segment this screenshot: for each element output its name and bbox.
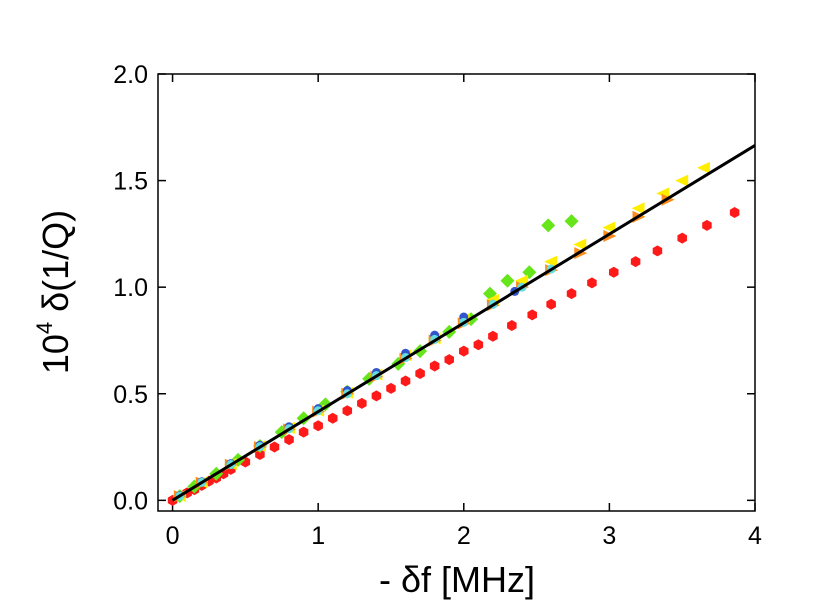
data-point <box>587 277 597 289</box>
data-point <box>488 330 498 342</box>
x-axis-ticks: 0 1 2 3 4 <box>166 74 762 550</box>
data-point <box>522 265 537 280</box>
fit-line <box>171 144 756 502</box>
data-point <box>284 434 294 446</box>
data-point <box>608 266 619 278</box>
x-tick-label: 4 <box>748 522 762 550</box>
data-point <box>631 202 645 215</box>
data-point <box>429 360 440 372</box>
data-point <box>564 214 579 229</box>
data-point <box>342 405 353 417</box>
x-axis-label: - δf [MHz] <box>379 559 535 600</box>
y-axis-ticks: 0.0 0.5 1.0 1.5 2.0 <box>113 61 755 515</box>
x-tick-label: 3 <box>602 522 616 550</box>
data-point <box>357 397 367 409</box>
data-point <box>386 382 396 394</box>
data-point <box>702 219 712 231</box>
data-point <box>415 368 425 380</box>
data-point <box>473 339 484 351</box>
data-point <box>630 256 641 268</box>
data-point <box>371 390 382 402</box>
data-point <box>444 354 454 366</box>
data-point <box>729 207 740 219</box>
x-tick-label: 2 <box>457 522 471 550</box>
data-point <box>500 273 515 288</box>
data-point <box>546 298 556 310</box>
y-tick-label: 0.5 <box>113 381 148 409</box>
y-tick-label: 2.0 <box>113 61 148 89</box>
x-tick-label: 1 <box>311 522 325 550</box>
data-point <box>298 426 309 438</box>
data-point <box>573 238 587 251</box>
x-tick-label: 0 <box>166 522 180 550</box>
y-tick-label: 1.0 <box>113 274 148 302</box>
data-point <box>652 245 663 257</box>
data-point <box>459 345 469 357</box>
plot-area <box>157 73 756 512</box>
data-point <box>541 218 556 233</box>
data-point <box>677 232 687 244</box>
y-axis-label: 104 δ(1/Q) <box>32 210 76 374</box>
data-point <box>697 161 711 174</box>
data-point <box>400 375 411 387</box>
data-point <box>602 221 616 234</box>
data-point <box>507 320 517 332</box>
data-point <box>269 441 280 453</box>
data-point <box>603 230 617 243</box>
data-point <box>675 174 689 187</box>
y-tick-label: 1.5 <box>113 168 148 196</box>
data-point <box>255 449 265 461</box>
data-point <box>566 288 577 300</box>
data-point <box>313 420 323 432</box>
data-point <box>327 412 338 424</box>
y-tick-label: 0.0 <box>113 487 148 515</box>
data-point <box>527 309 537 321</box>
data-point <box>544 255 558 268</box>
